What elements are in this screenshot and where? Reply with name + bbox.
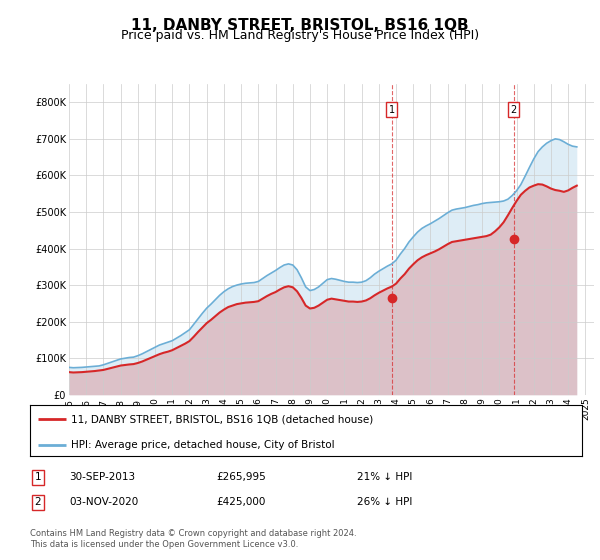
- Text: 2: 2: [34, 497, 41, 507]
- Text: 21% ↓ HPI: 21% ↓ HPI: [357, 472, 412, 482]
- Text: £425,000: £425,000: [216, 497, 265, 507]
- Text: £265,995: £265,995: [216, 472, 266, 482]
- Text: 30-SEP-2013: 30-SEP-2013: [69, 472, 135, 482]
- Text: 11, DANBY STREET, BRISTOL, BS16 1QB (detached house): 11, DANBY STREET, BRISTOL, BS16 1QB (det…: [71, 414, 374, 424]
- Text: Price paid vs. HM Land Registry's House Price Index (HPI): Price paid vs. HM Land Registry's House …: [121, 29, 479, 42]
- Text: 1: 1: [389, 105, 395, 115]
- Text: HPI: Average price, detached house, City of Bristol: HPI: Average price, detached house, City…: [71, 440, 335, 450]
- Text: 26% ↓ HPI: 26% ↓ HPI: [357, 497, 412, 507]
- Text: Contains HM Land Registry data © Crown copyright and database right 2024.
This d: Contains HM Land Registry data © Crown c…: [30, 529, 356, 549]
- Text: 03-NOV-2020: 03-NOV-2020: [69, 497, 138, 507]
- Text: 1: 1: [34, 472, 41, 482]
- Text: 2: 2: [511, 105, 517, 115]
- Text: 11, DANBY STREET, BRISTOL, BS16 1QB: 11, DANBY STREET, BRISTOL, BS16 1QB: [131, 18, 469, 33]
